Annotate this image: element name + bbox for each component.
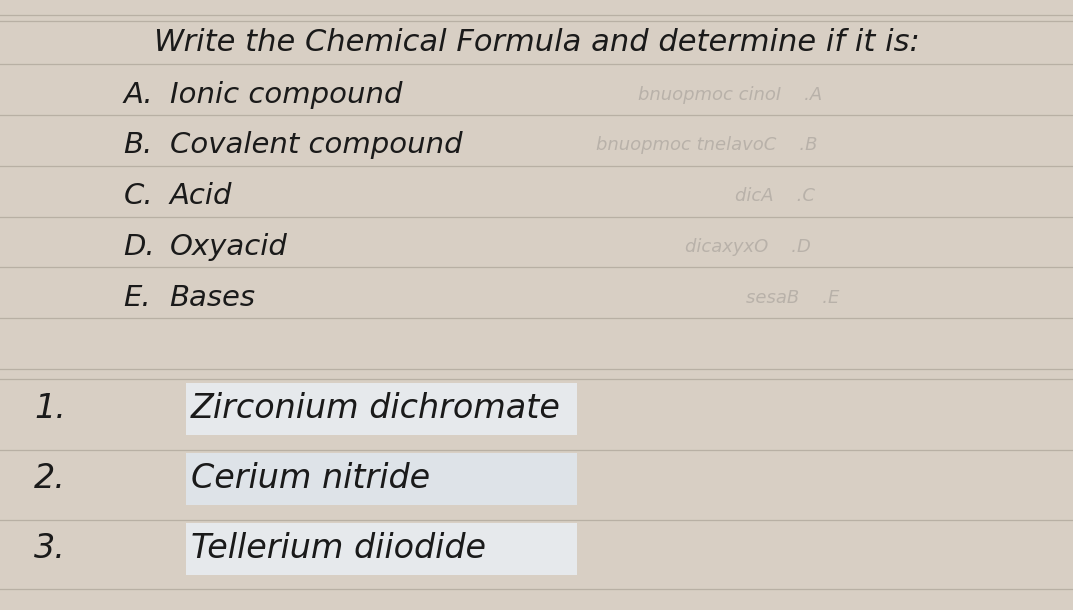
Text: A.: A.: [123, 81, 153, 109]
Text: sesaB    .E: sesaB .E: [746, 289, 839, 307]
Text: bnuopmoc tnelavoC    .B: bnuopmoc tnelavoC .B: [596, 136, 817, 154]
Text: Acid: Acid: [170, 182, 232, 210]
Text: Write the Chemical Formula and determine if it is:: Write the Chemical Formula and determine…: [153, 28, 920, 57]
Text: Cerium nitride: Cerium nitride: [191, 462, 430, 495]
Text: Zirconium dichromate: Zirconium dichromate: [191, 392, 561, 425]
Text: Bases: Bases: [170, 284, 255, 312]
Text: Oxyacid: Oxyacid: [170, 233, 288, 261]
Text: C.: C.: [123, 182, 153, 210]
Text: B.: B.: [123, 131, 152, 159]
Text: bnuopmoc cinoI    .A: bnuopmoc cinoI .A: [638, 85, 823, 104]
Text: E.: E.: [123, 284, 151, 312]
FancyBboxPatch shape: [186, 453, 577, 505]
Text: dicaxyxO    .D: dicaxyxO .D: [685, 238, 810, 256]
Text: Tellerium diiodide: Tellerium diiodide: [191, 533, 486, 565]
Text: 2.: 2.: [34, 462, 67, 495]
Text: 3.: 3.: [34, 533, 67, 565]
Text: dicA    .C: dicA .C: [735, 187, 815, 206]
FancyBboxPatch shape: [186, 383, 577, 434]
Text: Ionic compound: Ionic compound: [170, 81, 402, 109]
Text: 1.: 1.: [34, 392, 67, 425]
Text: Covalent compound: Covalent compound: [170, 131, 462, 159]
FancyBboxPatch shape: [186, 523, 577, 575]
Text: D.: D.: [123, 233, 155, 261]
